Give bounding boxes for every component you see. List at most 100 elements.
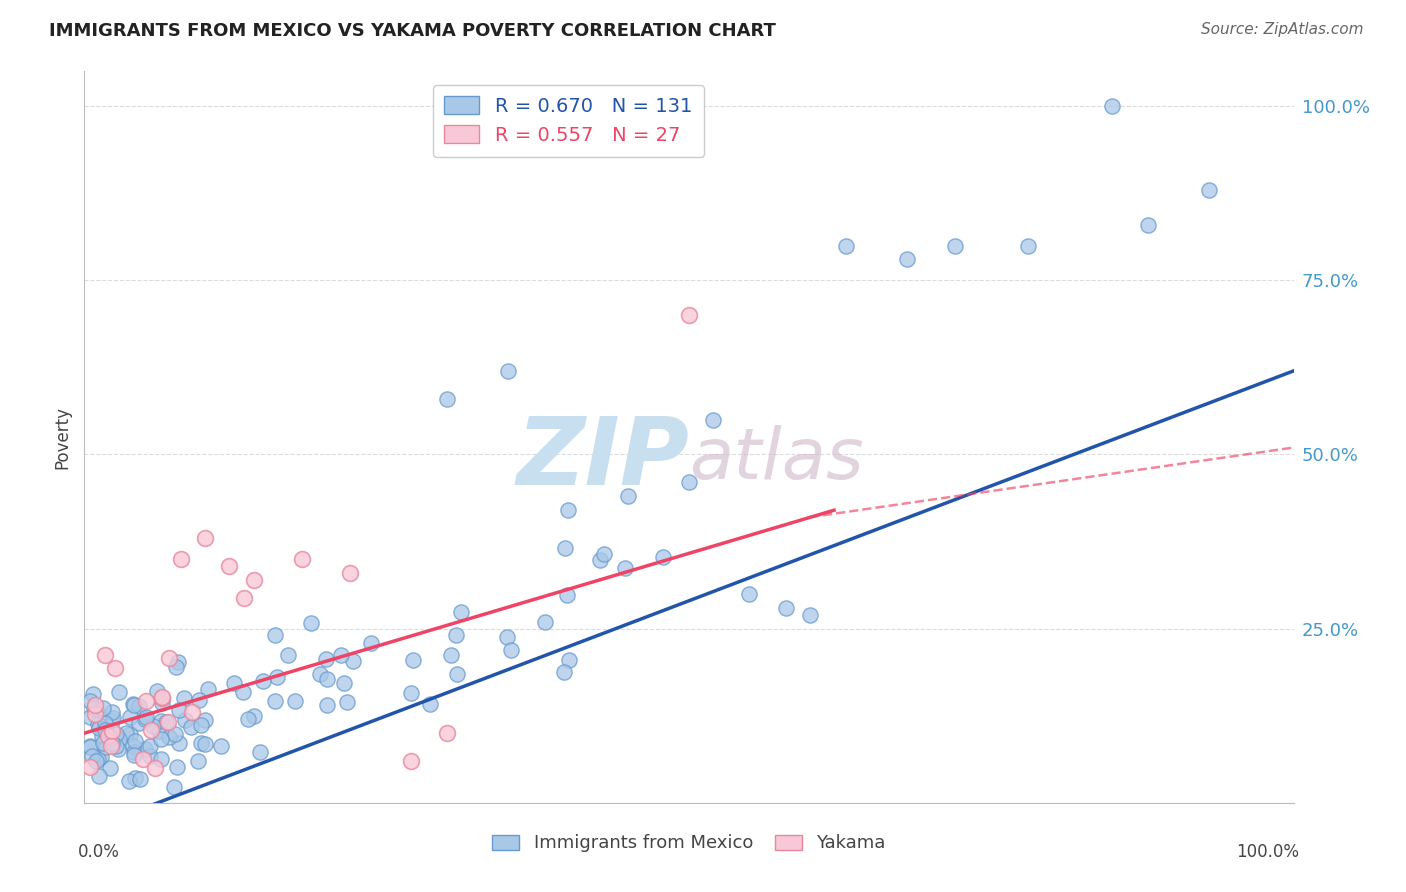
- Point: [91, 701, 114, 715]
- Point: [83, 701, 105, 715]
- Point: [157, 650, 180, 665]
- Point: [134, 712, 156, 726]
- Point: [169, 736, 191, 750]
- Point: [232, 591, 254, 606]
- Point: [896, 252, 918, 267]
- Point: [148, 723, 170, 738]
- Point: [124, 698, 146, 712]
- Point: [142, 719, 165, 733]
- Point: [187, 692, 209, 706]
- Point: [143, 761, 166, 775]
- Point: [252, 673, 274, 688]
- Text: 0.0%: 0.0%: [79, 843, 120, 861]
- Point: [105, 739, 128, 753]
- Point: [249, 745, 271, 759]
- Point: [190, 718, 212, 732]
- Point: [440, 648, 463, 662]
- Point: [533, 615, 555, 630]
- Point: [82, 687, 104, 701]
- Point: [167, 703, 190, 717]
- Point: [150, 690, 173, 705]
- Point: [738, 587, 761, 601]
- Point: [115, 726, 138, 740]
- Point: [236, 712, 259, 726]
- Point: [329, 648, 352, 662]
- Point: [943, 238, 966, 252]
- Point: [222, 676, 245, 690]
- Point: [139, 739, 162, 754]
- Point: [557, 503, 579, 517]
- Point: [264, 694, 287, 708]
- Point: [309, 666, 332, 681]
- Point: [399, 686, 422, 700]
- Point: [135, 694, 157, 708]
- Point: [589, 552, 612, 566]
- Point: [554, 541, 576, 555]
- Point: [194, 531, 217, 545]
- Point: [1017, 238, 1039, 252]
- Point: [122, 746, 145, 760]
- Text: Source: ZipAtlas.com: Source: ZipAtlas.com: [1201, 22, 1364, 37]
- Point: [180, 720, 202, 734]
- Point: [87, 769, 110, 783]
- Point: [84, 754, 107, 768]
- Point: [360, 636, 382, 650]
- Point: [120, 727, 142, 741]
- Point: [83, 698, 105, 712]
- Text: IMMIGRANTS FROM MEXICO VS YAKAMA POVERTY CORRELATION CHART: IMMIGRANTS FROM MEXICO VS YAKAMA POVERTY…: [49, 22, 776, 40]
- Point: [555, 589, 578, 603]
- Point: [98, 761, 121, 775]
- Point: [124, 734, 146, 748]
- Y-axis label: Poverty: Poverty: [53, 406, 72, 468]
- Point: [166, 759, 188, 773]
- Point: [678, 475, 700, 490]
- Point: [79, 694, 101, 708]
- Point: [155, 714, 177, 729]
- Point: [277, 648, 299, 663]
- Point: [118, 774, 141, 789]
- Point: [1101, 99, 1123, 113]
- Point: [122, 697, 145, 711]
- Point: [678, 308, 700, 322]
- Point: [157, 731, 180, 745]
- Point: [197, 682, 219, 697]
- Point: [501, 643, 523, 657]
- Point: [342, 654, 364, 668]
- Point: [617, 489, 640, 503]
- Point: [218, 558, 240, 573]
- Point: [146, 684, 169, 698]
- Point: [94, 723, 117, 737]
- Point: [101, 710, 124, 724]
- Point: [496, 364, 519, 378]
- Text: atlas: atlas: [689, 425, 863, 493]
- Point: [104, 660, 127, 674]
- Point: [173, 691, 195, 706]
- Point: [399, 754, 422, 768]
- Point: [436, 392, 458, 406]
- Point: [128, 772, 150, 787]
- Point: [97, 729, 120, 743]
- Point: [799, 607, 821, 622]
- Point: [243, 709, 266, 723]
- Point: [557, 653, 579, 667]
- Point: [135, 710, 157, 724]
- Legend: Immigrants from Mexico, Yakama: Immigrants from Mexico, Yakama: [485, 827, 893, 860]
- Point: [242, 573, 264, 587]
- Point: [91, 729, 114, 743]
- Point: [1198, 183, 1220, 197]
- Point: [402, 653, 425, 667]
- Point: [190, 736, 212, 750]
- Point: [333, 676, 356, 690]
- Point: [496, 630, 519, 644]
- Text: 100.0%: 100.0%: [1236, 843, 1299, 861]
- Point: [173, 713, 195, 727]
- Point: [339, 566, 361, 580]
- Point: [150, 752, 173, 766]
- Point: [1137, 218, 1160, 232]
- Point: [315, 698, 337, 712]
- Point: [149, 731, 172, 746]
- Point: [315, 672, 337, 686]
- Point: [266, 670, 288, 684]
- Point: [150, 696, 173, 710]
- Point: [163, 780, 186, 794]
